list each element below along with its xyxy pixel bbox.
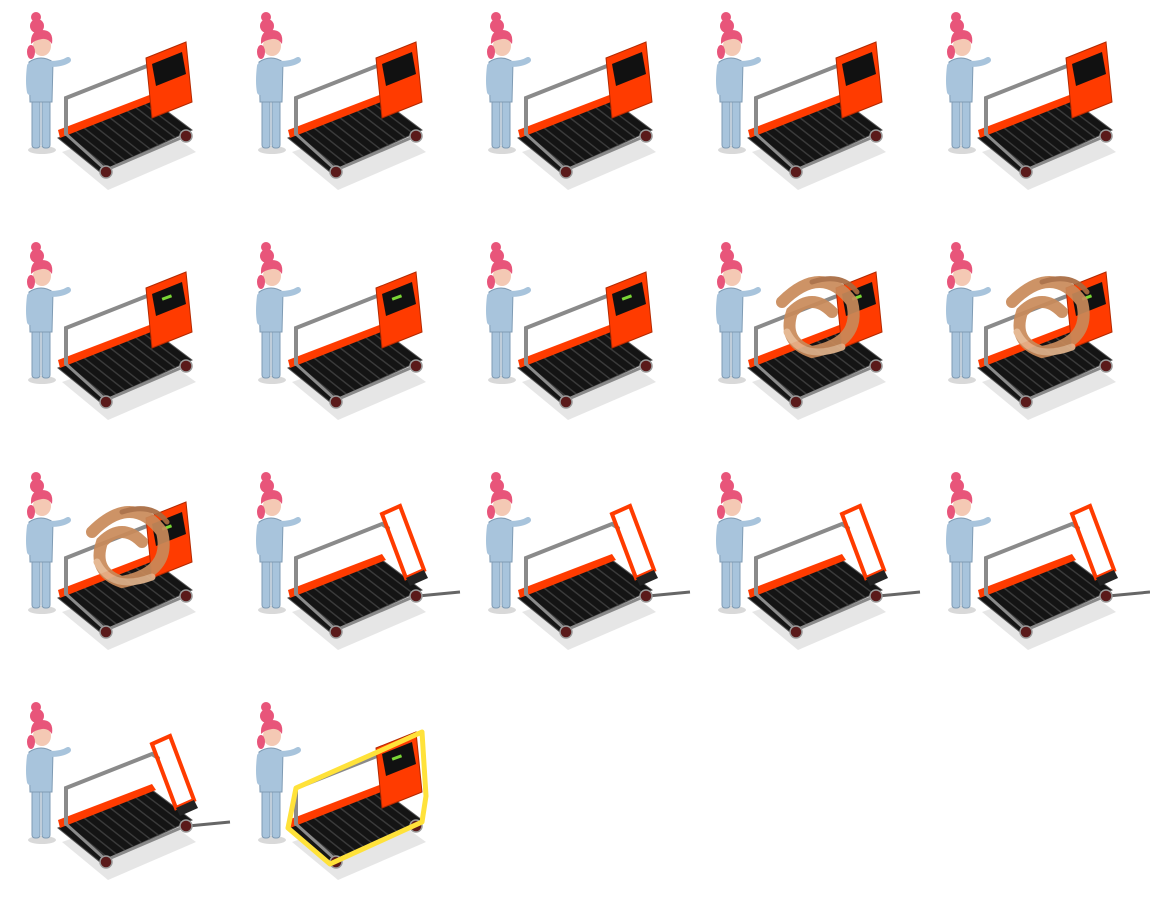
nurse-icon: [26, 472, 71, 614]
sprite-frame-6: [2, 232, 232, 462]
treadmill-icon: [57, 271, 196, 420]
nurse-icon: [26, 702, 71, 844]
treadmill-icon: [517, 503, 691, 650]
nurse-icon: [486, 12, 531, 154]
nurse-icon: [486, 472, 531, 614]
nurse-icon: [256, 242, 301, 384]
swirl-effect-icon: [776, 276, 860, 359]
swirl-effect-icon: [86, 506, 170, 589]
nurse-icon: [946, 242, 991, 384]
sprite-frame-17: [232, 692, 462, 922]
treadmill-icon: [977, 41, 1116, 190]
treadmill-icon: [747, 503, 921, 650]
treadmill-icon: [747, 41, 886, 190]
sprite-frame-16: [2, 692, 232, 922]
treadmill-icon: [977, 503, 1150, 650]
treadmill-icon: [287, 271, 426, 420]
nurse-icon: [946, 472, 991, 614]
nurse-icon: [716, 242, 761, 384]
nurse-icon: [26, 242, 71, 384]
sprite-frame-3: [462, 2, 692, 232]
sprite-frame-2: [232, 2, 462, 232]
treadmill-icon: [517, 41, 656, 190]
sprite-frame-9: [692, 232, 922, 462]
sprite-frame-13: [462, 462, 692, 692]
sprite-frame-14: [692, 462, 922, 692]
sprite-frame-4: [692, 2, 922, 232]
treadmill-icon: [287, 503, 461, 650]
nurse-icon: [26, 12, 71, 154]
sprite-frame-15: [922, 462, 1150, 692]
treadmill-icon: [287, 41, 426, 190]
swirl-effect-icon: [1006, 276, 1090, 359]
nurse-icon: [716, 472, 761, 614]
treadmill-icon: [285, 729, 429, 880]
nurse-icon: [256, 12, 301, 154]
sprite-frame-7: [232, 232, 462, 462]
sprite-frame-11: [2, 462, 232, 692]
nurse-icon: [716, 12, 761, 154]
sprite-frame-10: [922, 232, 1150, 462]
treadmill-icon: [57, 41, 196, 190]
nurse-icon: [256, 472, 301, 614]
nurse-icon: [256, 702, 301, 844]
sprite-frame-5: [922, 2, 1150, 232]
sprite-frame-12: [232, 462, 462, 692]
sprite-frame-1: [2, 2, 232, 232]
nurse-icon: [486, 242, 531, 384]
sprite-frame-8: [462, 232, 692, 462]
treadmill-icon: [517, 271, 656, 420]
nurse-icon: [946, 12, 991, 154]
treadmill-icon: [57, 733, 231, 880]
